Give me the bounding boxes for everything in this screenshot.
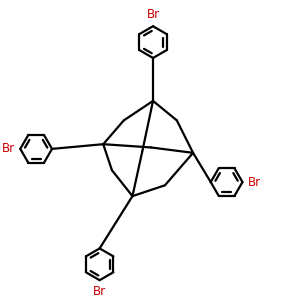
Text: Br: Br: [93, 285, 106, 298]
Text: Br: Br: [248, 175, 261, 188]
Text: Br: Br: [146, 8, 160, 21]
Text: Br: Br: [2, 142, 15, 156]
